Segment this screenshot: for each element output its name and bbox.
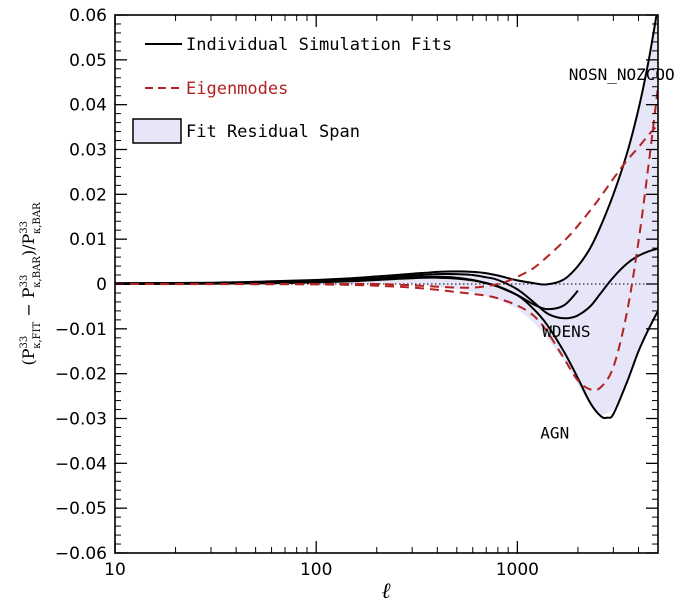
- y-tick-label: 0.06: [69, 6, 107, 26]
- x-tick-label: 1000: [496, 560, 539, 580]
- y-tick-label: 0.04: [69, 96, 107, 116]
- series-line-4: [115, 276, 579, 311]
- y-label-sub3: κ,BAR: [32, 202, 43, 234]
- y-label-sub2: κ,BAR: [32, 256, 43, 288]
- y-tick-label: 0.05: [69, 51, 107, 71]
- legend: Individual Simulation Fits Eigenmodes Fi…: [132, 35, 452, 144]
- y-axis-label: (P33 κ,FIT − P33 κ,BAR)/P33 κ,BAR: [19, 202, 43, 365]
- y-label-open: (P: [19, 348, 38, 365]
- y-tick-label: −0.04: [55, 454, 107, 474]
- y-tick-label: −0.02: [55, 365, 107, 385]
- x-axis-label: ℓ: [381, 579, 391, 604]
- y-tick-label: −0.06: [55, 544, 107, 564]
- legend-label-eigenmodes: Eigenmodes: [186, 79, 288, 99]
- series-line-6: [115, 86, 658, 392]
- fit-residual-span-layer: [115, 15, 658, 417]
- y-tick-label: 0.03: [69, 141, 107, 161]
- fit-residual-span-band: [115, 15, 658, 417]
- annotation-nosn-nozcool: NOSN_NOZCOOL: [569, 65, 675, 84]
- tick-layer: 0.06 0.05 0.04 0.03 0.02 0.01 0 −0.01 −0.02 −0.03…: [55, 6, 659, 580]
- y-label-minus: − P: [19, 287, 38, 322]
- series-line-5: [115, 124, 658, 289]
- y-label-sup3: 33: [19, 221, 30, 234]
- y-label-close: )/P: [19, 234, 38, 257]
- y-tick-label: 0.01: [69, 230, 107, 250]
- series-line-1: [115, 15, 658, 286]
- x-tick-label: 100: [300, 560, 332, 580]
- annotation-wdens: WDENS: [542, 322, 590, 341]
- y-tick-label: 0: [96, 275, 107, 295]
- annotation-agn: AGN: [540, 424, 569, 443]
- legend-fill-swatch: [132, 118, 182, 144]
- x-tick-label: 10: [104, 560, 126, 580]
- y-tick-label: −0.03: [55, 410, 107, 430]
- legend-label-fit-residual-span: Fit Residual Span: [186, 122, 360, 142]
- series-line-2: [115, 247, 658, 320]
- y-tick-label: −0.01: [55, 320, 107, 340]
- y-label-sup2: 33: [19, 275, 30, 288]
- y-label-sub1: κ,FIT: [32, 321, 43, 348]
- legend-label-individual-fits: Individual Simulation Fits: [186, 35, 452, 55]
- y-tick-label: −0.05: [55, 499, 107, 519]
- series-layer: [115, 15, 658, 419]
- y-tick-label: 0.02: [69, 185, 107, 205]
- y-label-sup1: 33: [19, 336, 30, 349]
